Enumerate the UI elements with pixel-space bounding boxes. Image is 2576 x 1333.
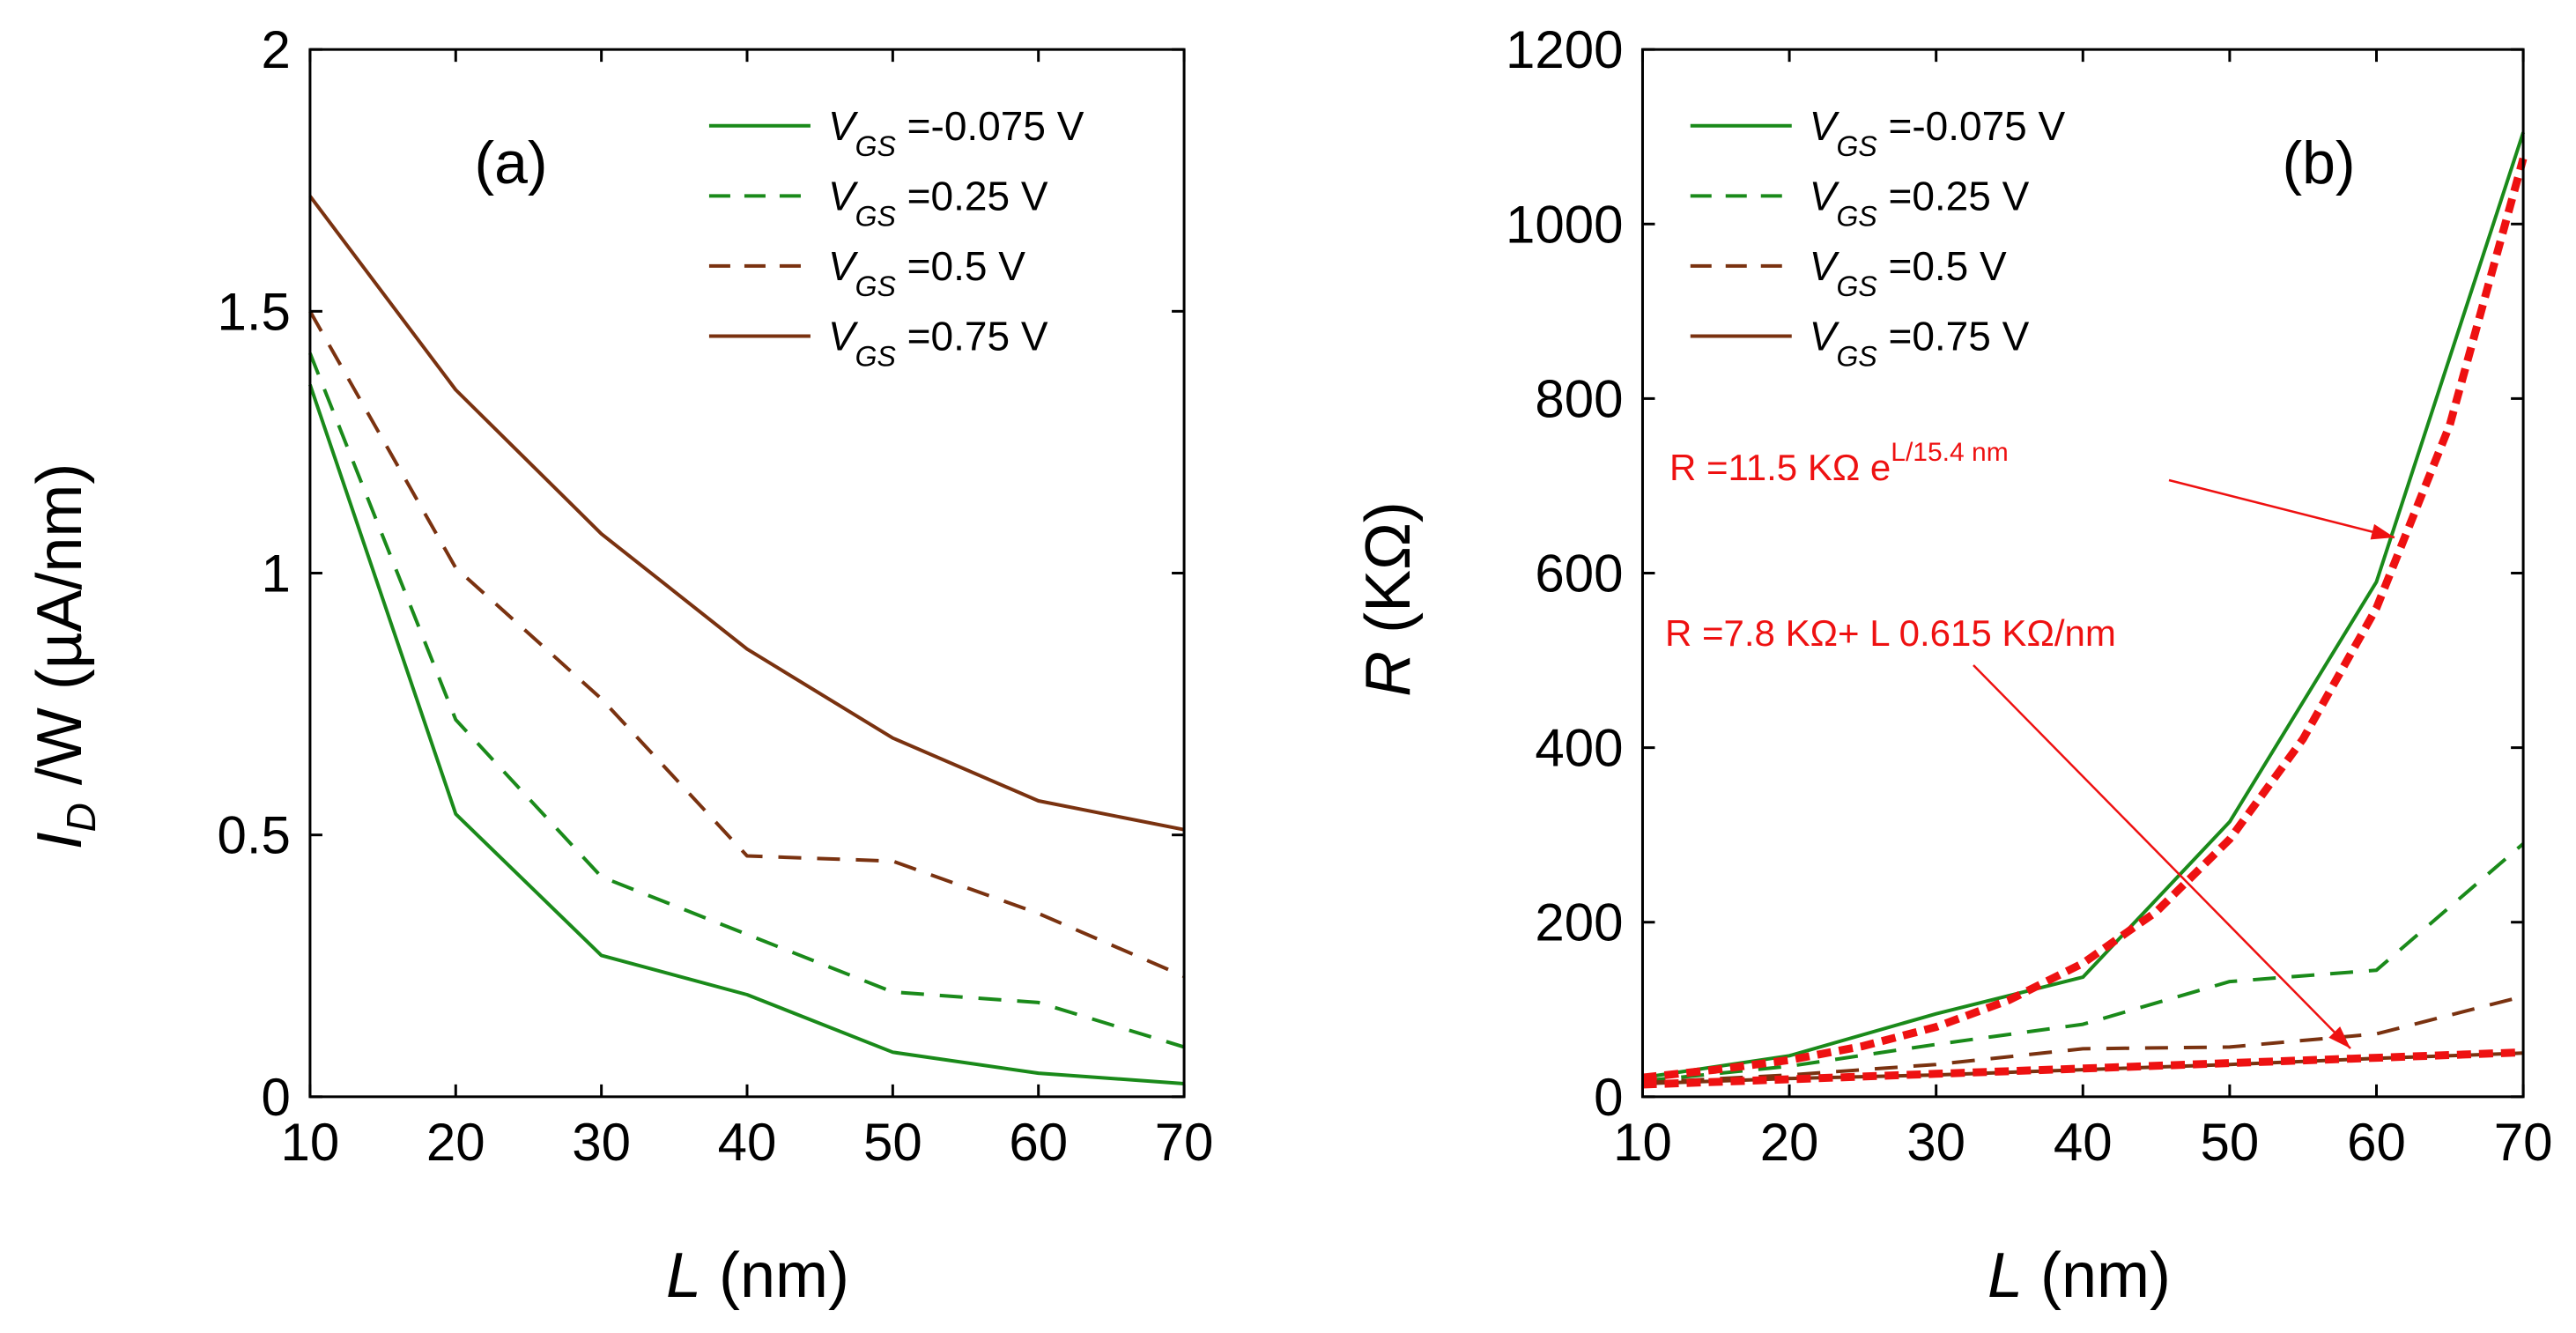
legend-label: VGS =-0.075 V	[828, 103, 1084, 162]
panel-a-legend-entry-2: VGS =0.25 V	[708, 173, 1048, 232]
panel-a-x-tick-label: 20	[426, 1113, 485, 1172]
panel-b-x-tick-label: 60	[2347, 1113, 2406, 1172]
linear-fit-arrow	[1973, 664, 2351, 1049]
panel-a-chart: 10 20 30 40 50 60 70 0 0.5 1 1.5 2 (a) ID /W (µA/nm…	[25, 20, 1213, 1311]
panel-a-x-label-symbol: L	[666, 1240, 701, 1311]
panel-a-legend: VGS =-0.075 V VGS =0.25 V VGS =0.5 V VGS =0…	[708, 103, 1084, 372]
panel-a-ticks: 10 20 30 40 50 60 70 0 0.5 1 1.5 2	[218, 20, 1214, 1172]
panel-b-y-tick-label: 200	[1535, 893, 1623, 952]
panel-b-x-tick-label: 30	[1906, 1113, 1965, 1172]
panel-b-x-tick-label: 20	[1760, 1113, 1819, 1172]
panel-b-y-tick-label: 1000	[1506, 195, 1623, 254]
panel-a-y-tick-label: 2	[262, 20, 291, 79]
panel-b-y-tick-label: 600	[1535, 544, 1623, 604]
panel-b-x-label-rest: (nm)	[2023, 1240, 2171, 1311]
legend-label: VGS =0.5 V	[828, 243, 1025, 302]
panel-a-x-tick-label: 40	[718, 1113, 777, 1172]
panel-a-y-label-subscript: D	[58, 803, 104, 832]
panel-a-x-tick-label: 30	[572, 1113, 631, 1172]
panel-a-y-tick-label: 0	[262, 1068, 291, 1127]
panel-b-y-label-symbol: R	[1353, 651, 1424, 697]
panel-b-y-axis-label: R (KΩ)	[1353, 501, 1424, 697]
panel-b-label: (b)	[2282, 130, 2355, 196]
panel-a-y-tick-label: 1.5	[218, 282, 291, 341]
panel-b-x-label-symbol: L	[1988, 1240, 2023, 1311]
panel-a-y-label-symbol: I	[25, 832, 95, 849]
panel-b-x-tick-label: 70	[2494, 1113, 2553, 1172]
panel-a-x-label-rest: (nm)	[701, 1240, 849, 1311]
panel-a-series-line-1	[308, 383, 1185, 1085]
panel-b-y-tick-label: 400	[1535, 719, 1623, 778]
panel-a-series-line-4	[308, 195, 1185, 832]
exp-fit-annotation: R =11.5 KΩ eL/15.4 nm	[1669, 438, 2009, 488]
panel-a-x-axis-label: L (nm)	[666, 1240, 849, 1311]
panel-b-y-label-rest: (KΩ)	[1353, 501, 1424, 651]
panel-b-legend: VGS =-0.075 V VGS =0.25 V VGS =0.5 V VGS =0…	[1690, 103, 2066, 372]
panel-a-x-tick-label: 50	[863, 1113, 922, 1172]
panel-a-legend-entry-1: VGS =-0.075 V	[708, 103, 1084, 162]
panel-a-series-line-3	[308, 310, 1185, 979]
exp-fit-annotation-exponent: L/15.4 nm	[1891, 438, 2008, 467]
legend-label: VGS =0.25 V	[1810, 173, 2030, 232]
panel-a-y-label-rest: /W (µA/nm)	[25, 463, 95, 803]
panel-b-y-tick-label: 800	[1535, 369, 1623, 428]
panel-a-label: (a)	[474, 130, 547, 196]
panel-a-series-group	[308, 195, 1185, 1085]
exp-fit-annotation-main: R =11.5 KΩ e	[1669, 447, 1891, 488]
panel-b-annotation-arrows	[1973, 478, 2395, 1049]
linear-fit-line	[1642, 1048, 2524, 1089]
legend-label: VGS =0.75 V	[1810, 313, 2030, 372]
legend-label: VGS =0.75 V	[828, 313, 1048, 372]
panel-a-x-tick-label: 60	[1009, 1113, 1068, 1172]
panel-a-series-line-2	[308, 352, 1185, 1049]
panel-b-legend-entry-1: VGS =-0.075 V	[1690, 103, 2066, 162]
panel-b-x-tick-label: 50	[2201, 1113, 2260, 1172]
panel-a-legend-entry-3: VGS =0.5 V	[708, 243, 1025, 302]
panel-a-x-tick-label: 10	[281, 1113, 340, 1172]
panel-b-series-line-1	[1642, 131, 2526, 1080]
panel-b-x-axis-label: L (nm)	[1988, 1240, 2171, 1311]
linear-fit-annotation: R =7.8 KΩ+ L 0.615 KΩ/nm	[1665, 612, 2116, 654]
panel-b-ticks: 10 20 30 40 50 60 70 0 200 400 600 800 1000 1200	[1506, 20, 2552, 1172]
legend-label: VGS =0.25 V	[828, 173, 1048, 232]
panel-a-x-tick-label: 70	[1155, 1113, 1214, 1172]
panel-b-legend-entry-3: VGS =0.5 V	[1690, 243, 2007, 302]
panel-b-legend-entry-2: VGS =0.25 V	[1690, 173, 2030, 232]
panel-b-x-tick-label: 10	[1613, 1113, 1672, 1172]
legend-label: VGS =-0.075 V	[1810, 103, 2066, 162]
panel-b-series-line-2	[1642, 842, 2525, 1083]
panel-b-fit-group	[1642, 157, 2528, 1089]
panel-b-legend-entry-4: VGS =0.75 V	[1690, 313, 2030, 372]
panel-b-series-line-3	[1642, 994, 2524, 1085]
exp-fit-arrow	[2168, 478, 2395, 540]
panel-a-y-tick-label: 1	[262, 544, 291, 604]
panel-b-y-tick-label: 0	[1594, 1068, 1623, 1127]
panel-a-y-tick-label: 0.5	[218, 806, 291, 865]
legend-label: VGS =0.5 V	[1810, 243, 2007, 302]
panel-b-y-tick-label: 1200	[1506, 20, 1623, 79]
panel-a-y-axis-label: ID /W (µA/nm)	[25, 463, 104, 850]
panel-b-x-tick-label: 40	[2054, 1113, 2113, 1172]
panel-a-legend-entry-4: VGS =0.75 V	[708, 313, 1048, 372]
exp-fit-line	[1642, 157, 2528, 1082]
